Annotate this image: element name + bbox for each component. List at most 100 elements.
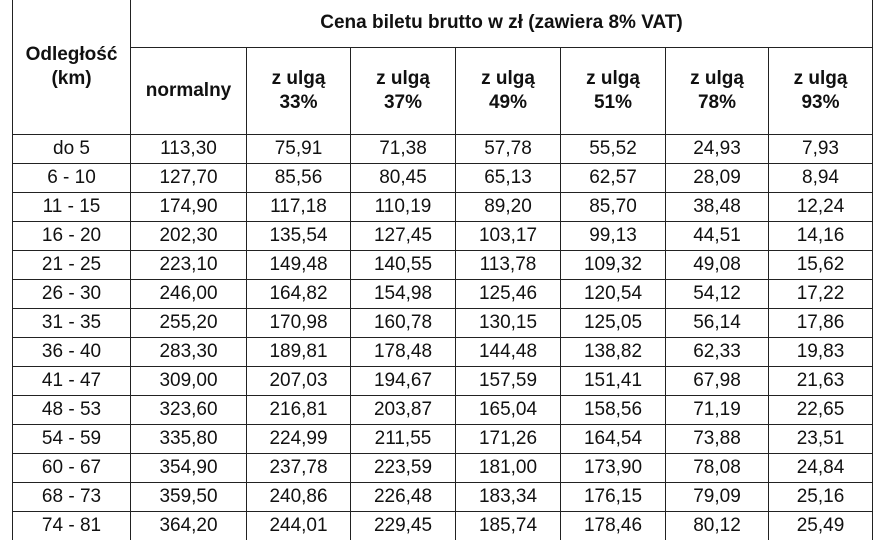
price-cell: 117,18	[246, 192, 351, 222]
price-cell: 157,59	[455, 366, 561, 396]
distance-cell: 74 - 81	[12, 511, 131, 540]
price-cell: 309,00	[130, 366, 247, 396]
price-cell: 223,10	[130, 250, 247, 280]
price-cell: 62,33	[665, 337, 769, 367]
table-row: 26 - 30 246,00 164,82 154,98 125,46 120,54 54,…	[12, 279, 873, 309]
price-cell: 158,56	[560, 395, 666, 425]
price-cell: 125,05	[560, 308, 666, 338]
price-cell: 8,94	[768, 163, 873, 193]
price-cell: 176,15	[560, 482, 666, 512]
price-cell: 99,13	[560, 221, 666, 251]
price-cell: 189,81	[246, 337, 351, 367]
table-body: do 5 113,30 75,91 71,38 57,78 55,52 24,93 7,93 6…	[12, 134, 873, 540]
price-cell: 44,51	[665, 221, 769, 251]
price-cell: 25,16	[768, 482, 873, 512]
price-cell: 164,54	[560, 424, 666, 454]
price-cell: 110,19	[350, 192, 456, 222]
price-cell: 55,52	[560, 134, 666, 164]
price-cell: 15,62	[768, 250, 873, 280]
table-row: 68 - 73 359,50 240,86 226,48 183,34 176,15 79,…	[12, 482, 873, 512]
price-cell: 120,54	[560, 279, 666, 309]
column-header: normalny	[130, 47, 247, 135]
table-row: 31 - 35 255,20 170,98 160,78 130,15 125,05 56,…	[12, 308, 873, 338]
price-cell: 65,13	[455, 163, 561, 193]
price-cell: 207,03	[246, 366, 351, 396]
price-cell: 246,00	[130, 279, 247, 309]
distance-cell: 60 - 67	[12, 453, 131, 483]
price-cell: 78,08	[665, 453, 769, 483]
table-row: 54 - 59 335,80 224,99 211,55 171,26 164,54 73,…	[12, 424, 873, 454]
price-cell: 103,17	[455, 221, 561, 251]
price-cell: 113,30	[130, 134, 247, 164]
price-cell: 67,98	[665, 366, 769, 396]
price-cell: 183,34	[455, 482, 561, 512]
price-cell: 364,20	[130, 511, 247, 540]
price-cell: 12,24	[768, 192, 873, 222]
column-header: z ulgą 93%	[768, 47, 873, 135]
price-cell: 203,87	[350, 395, 456, 425]
price-cell: 49,08	[665, 250, 769, 280]
price-cell: 171,26	[455, 424, 561, 454]
price-cell: 28,09	[665, 163, 769, 193]
table-row: 74 - 81 364,20 244,01 229,45 185,74 178,46 80,…	[12, 511, 873, 540]
price-cell: 164,82	[246, 279, 351, 309]
price-cell: 244,01	[246, 511, 351, 540]
price-cell: 154,98	[350, 279, 456, 309]
price-cell: 54,12	[665, 279, 769, 309]
column-header: z ulgą 78%	[665, 47, 769, 135]
column-header: z ulgą 33%	[246, 47, 351, 135]
distance-cell: 48 - 53	[12, 395, 131, 425]
column-header: z ulgą 49%	[455, 47, 561, 135]
price-cell: 19,83	[768, 337, 873, 367]
price-cell: 113,78	[455, 250, 561, 280]
table-row: 16 - 20 202,30 135,54 127,45 103,17 99,13 44,5…	[12, 221, 873, 251]
price-cell: 109,32	[560, 250, 666, 280]
price-cell: 255,20	[130, 308, 247, 338]
price-cell: 181,00	[455, 453, 561, 483]
price-cell: 226,48	[350, 482, 456, 512]
price-cell: 165,04	[455, 395, 561, 425]
price-cell: 237,78	[246, 453, 351, 483]
price-cell: 23,51	[768, 424, 873, 454]
header-row: normalny z ulgą 33% z ulgą 37% z ulgą 49% z …	[13, 47, 873, 135]
price-cell: 283,30	[130, 337, 247, 367]
group-header: Cena biletu brutto w zł (zawiera 8% VAT)	[130, 0, 873, 48]
price-cell: 202,30	[130, 221, 247, 251]
header-row: Odległość (km) Cena biletu brutto w zł (z…	[12, 0, 873, 135]
price-cell: 151,41	[560, 366, 666, 396]
distance-cell: 68 - 73	[12, 482, 131, 512]
distance-cell: 54 - 59	[12, 424, 131, 454]
price-cell: 7,93	[768, 134, 873, 164]
distance-cell: 41 - 47	[12, 366, 131, 396]
price-cell: 75,91	[246, 134, 351, 164]
price-cell: 57,78	[455, 134, 561, 164]
table-row: do 5 113,30 75,91 71,38 57,78 55,52 24,93 7,93	[12, 134, 873, 164]
table-row: 21 - 25 223,10 149,48 140,55 113,78 109,32 49,…	[12, 250, 873, 280]
price-cell: 140,55	[350, 250, 456, 280]
price-cell: 138,82	[560, 337, 666, 367]
distance-cell: 36 - 40	[12, 337, 131, 367]
table-row: 48 - 53 323,60 216,81 203,87 165,04 158,56 71,…	[12, 395, 873, 425]
price-cell: 170,98	[246, 308, 351, 338]
price-cell: 160,78	[350, 308, 456, 338]
price-cell: 149,48	[246, 250, 351, 280]
price-cell: 62,57	[560, 163, 666, 193]
price-cell: 240,86	[246, 482, 351, 512]
price-cell: 14,16	[768, 221, 873, 251]
price-cell: 89,20	[455, 192, 561, 222]
price-cell: 85,56	[246, 163, 351, 193]
price-cell: 85,70	[560, 192, 666, 222]
price-cell: 216,81	[246, 395, 351, 425]
price-cell: 38,48	[665, 192, 769, 222]
price-cell: 127,45	[350, 221, 456, 251]
price-cell: 21,63	[768, 366, 873, 396]
distance-cell: 21 - 25	[12, 250, 131, 280]
price-cell: 80,12	[665, 511, 769, 540]
price-cell: 185,74	[455, 511, 561, 540]
price-cell: 56,14	[665, 308, 769, 338]
price-cell: 173,90	[560, 453, 666, 483]
price-cell: 211,55	[350, 424, 456, 454]
table-row: 41 - 47 309,00 207,03 194,67 157,59 151,41 67,…	[12, 366, 873, 396]
distance-cell: do 5	[12, 134, 131, 164]
